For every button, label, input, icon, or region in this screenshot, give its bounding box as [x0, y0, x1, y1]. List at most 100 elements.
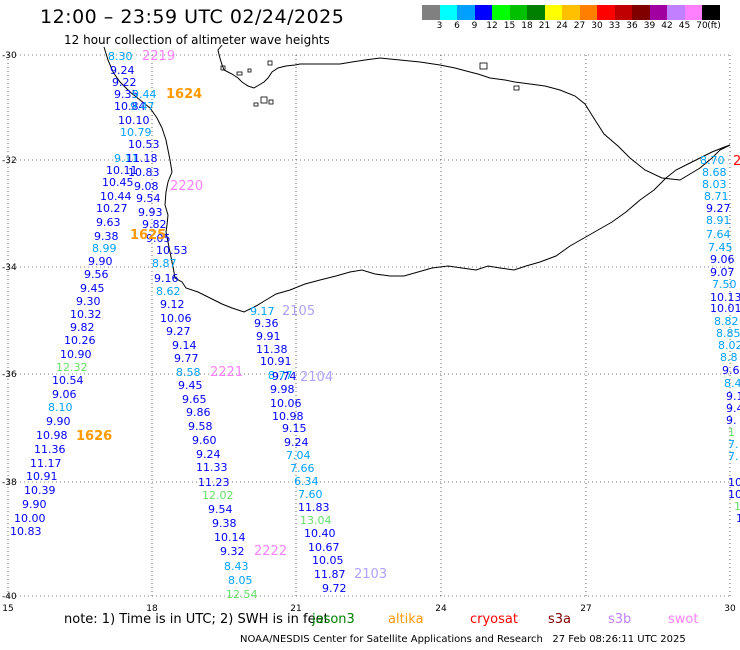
wave-height-reading: 9.24: [110, 64, 135, 77]
wave-height-reading: 9.24: [196, 448, 221, 461]
wave-height-reading: 9.54: [208, 503, 233, 516]
wave-height-reading: 10.45: [102, 176, 134, 189]
wave-height-reading: 10.27: [96, 202, 128, 215]
y-tick-label: -32: [2, 156, 17, 166]
wave-height-reading: 9.82: [70, 321, 95, 334]
wave-height-reading: 11.36: [34, 443, 66, 456]
wave-height-reading: 10.53: [156, 244, 188, 257]
x-tick-label: 18: [146, 604, 158, 614]
wave-height-reading: 1: [728, 426, 735, 439]
pass-time-label: 2219: [142, 49, 175, 64]
pass-time-label: 2220: [170, 179, 203, 194]
wave-height-reading: 10: [728, 476, 740, 489]
wave-height-reading: 10.53: [128, 138, 160, 151]
wave-height-reading: 8.8: [720, 351, 738, 364]
x-tick-label: 24: [435, 604, 447, 614]
wave-height-reading: 9.65: [182, 393, 207, 406]
wave-height-reading: 9.45: [178, 379, 203, 392]
color-scale-tick: (ft): [707, 21, 721, 31]
wave-height-reading: 10.32: [70, 308, 102, 321]
wave-height-reading: 9.98: [270, 383, 295, 396]
pass-time-label: 2: [733, 154, 740, 169]
wave-height-reading: 8.70: [700, 154, 725, 167]
wave-height-reading: 9.27: [166, 325, 191, 338]
wave-height-reading: 9.74: [272, 370, 297, 383]
wave-height-reading: 10: [728, 488, 740, 501]
wave-height-reading: 9.56: [84, 268, 109, 281]
color-swatch: [544, 5, 562, 20]
color-scale-tick: 15: [503, 21, 516, 31]
color-scale-tick: 33: [608, 21, 621, 31]
color-swatch: [457, 5, 475, 20]
wave-height-reading: 10.13: [710, 291, 740, 304]
y-tick-label: -34: [2, 263, 17, 273]
wave-height-reading: 9.4: [726, 402, 740, 415]
wave-height-reading: 11.17: [30, 457, 62, 470]
wave-height-reading: 10.06: [160, 312, 192, 325]
wave-height-reading: 9.44: [132, 88, 157, 101]
wave-height-reading: 9.47: [130, 100, 155, 113]
wave-height-reading: 9.22: [112, 76, 137, 89]
wave-height-reading: 9.08: [134, 180, 159, 193]
color-swatch: [422, 5, 440, 20]
wave-height-reading: 8.58: [176, 366, 201, 379]
wave-height-reading: 10.79: [120, 126, 152, 139]
wave-height-reading: 10.91: [26, 470, 58, 483]
wave-height-reading: 9.90: [88, 255, 113, 268]
wave-height-reading: 9.05: [146, 232, 171, 245]
wave-height-reading: 7.64: [706, 228, 731, 241]
color-scale-tick: 24: [556, 21, 568, 31]
wave-height-reading: 10.05: [312, 554, 344, 567]
pass-time-label: 2222: [254, 544, 287, 559]
wave-height-reading: 10.98: [272, 410, 304, 423]
wave-height-reading: 11.18: [126, 152, 158, 165]
legend-item-s3a: s3a: [548, 612, 572, 627]
color-swatch: [509, 5, 527, 20]
wave-height-reading: 9.14: [172, 339, 197, 352]
legend-item-cryosat: cryosat: [470, 612, 518, 627]
pass-time-label: 1626: [76, 429, 112, 444]
wave-height-reading: 10.39: [24, 484, 56, 497]
wave-height-reading: 8.82: [714, 315, 739, 328]
color-scale-tick: 36: [626, 21, 638, 31]
y-tick-label: -36: [2, 370, 17, 380]
wave-height-reading: 10.11: [106, 164, 138, 177]
wave-height-reading: 13.04: [300, 514, 332, 527]
color-swatch: [579, 5, 597, 20]
color-swatch: [684, 5, 702, 20]
wave-height-reading: 9.86: [186, 406, 211, 419]
color-scale-tick: 3: [436, 21, 443, 31]
wave-height-reading: 8.05: [228, 574, 253, 587]
wave-height-reading: 7.50: [712, 278, 737, 291]
pass-time-label: 2104: [300, 370, 333, 385]
color-scale-tick: 6: [454, 21, 460, 31]
color-scale-tick: 18: [521, 21, 533, 31]
wave-height-reading: 9.77: [174, 352, 199, 365]
wave-height-reading: 9.11: [114, 152, 139, 165]
track-labels: 2219 1624 2220 1625 2105 2221 2104 1626 2222 2103…: [76, 49, 740, 582]
wave-height-reading: 9.07: [710, 266, 735, 279]
color-swatch: [527, 5, 545, 20]
pass-time-label: 2103: [354, 567, 387, 582]
pass-time-label: 1624: [166, 87, 202, 102]
wave-height-reading: 11.87: [314, 568, 346, 581]
wave-height-reading: 8.91: [706, 214, 731, 227]
wave-height-reading: 9.82: [142, 218, 167, 231]
wave-height-reading: 9.12: [160, 298, 185, 311]
color-scale-tick: 39: [643, 21, 656, 31]
wave-height-reading: 8.30: [108, 50, 133, 63]
wave-height-reading: 7.: [728, 438, 739, 451]
wave-height-reading: 10.84: [114, 100, 146, 113]
wave-height-reading: 9.6: [722, 364, 740, 377]
wave-height-reading: 10.83: [10, 525, 42, 538]
color-scale-tick: 27: [573, 21, 586, 31]
wave-height-reading: 10.54: [52, 374, 84, 387]
color-swatch: [649, 5, 667, 20]
wave-height-reading: 8.87: [152, 257, 177, 270]
y-tick-label: -40: [2, 592, 17, 602]
wave-height-reading: 8.43: [224, 560, 249, 573]
color-swatch: [439, 5, 457, 20]
wave-height-reading: 9.15: [282, 422, 307, 435]
wave-height-reading: 10.40: [304, 527, 336, 540]
pass-time-label: 2105: [282, 304, 315, 319]
